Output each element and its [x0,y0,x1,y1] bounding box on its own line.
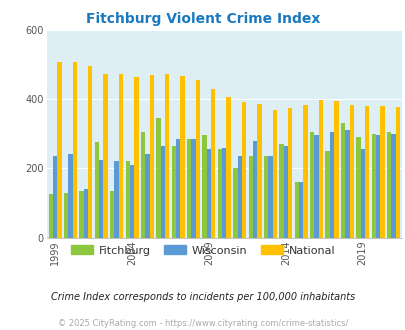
Bar [141,132,145,238]
Bar [83,189,88,238]
Bar [333,101,338,238]
Bar [257,104,261,238]
Bar [252,141,257,238]
Bar [349,105,353,238]
Bar [237,156,241,238]
Bar [329,132,333,238]
Bar [309,132,313,238]
Bar [79,191,83,238]
Bar [268,156,272,238]
Bar [49,194,53,238]
Bar [313,135,318,238]
Bar [164,74,169,238]
Bar [114,161,119,238]
Bar [130,165,134,238]
Bar [371,134,375,238]
Text: Fitchburg Violent Crime Index: Fitchburg Violent Crime Index [85,12,320,25]
Bar [57,62,62,238]
Bar [226,97,230,238]
Bar [64,193,68,238]
Bar [88,66,92,238]
Bar [318,100,322,238]
Bar [103,74,108,238]
Bar [298,182,303,238]
Bar [232,168,237,238]
Bar [355,137,360,238]
Bar [379,106,384,238]
Bar [279,144,283,238]
Bar [202,135,206,238]
Text: © 2025 CityRating.com - https://www.cityrating.com/crime-statistics/: © 2025 CityRating.com - https://www.city… [58,319,347,328]
Bar [360,149,364,238]
Bar [375,135,379,238]
Bar [119,74,123,238]
Bar [110,191,114,238]
Bar [94,142,99,238]
Text: Crime Index corresponds to incidents per 100,000 inhabitants: Crime Index corresponds to incidents per… [51,292,354,302]
Bar [149,75,153,238]
Bar [195,80,200,238]
Bar [187,139,191,238]
Bar [206,149,211,238]
Bar [222,148,226,238]
Bar [272,111,276,238]
Bar [145,154,149,238]
Bar [390,134,395,238]
Bar [248,156,252,238]
Bar [53,156,57,238]
Bar [156,118,160,238]
Bar [294,182,298,238]
Bar [395,107,399,238]
Bar [386,132,390,238]
Bar [263,156,268,238]
Bar [125,161,130,238]
Bar [68,154,72,238]
Bar [241,102,245,238]
Bar [364,106,369,238]
Bar [283,146,287,238]
Bar [99,160,103,238]
Legend: Fitchburg, Wisconsin, National: Fitchburg, Wisconsin, National [66,241,339,260]
Bar [303,105,307,238]
Bar [325,151,329,238]
Bar [171,146,175,238]
Bar [191,139,195,238]
Bar [217,149,222,238]
Bar [180,77,184,238]
Bar [72,62,77,238]
Bar [344,130,349,238]
Bar [340,123,344,238]
Bar [175,139,180,238]
Bar [160,146,164,238]
Bar [134,77,138,238]
Bar [287,108,292,238]
Bar [211,88,215,238]
